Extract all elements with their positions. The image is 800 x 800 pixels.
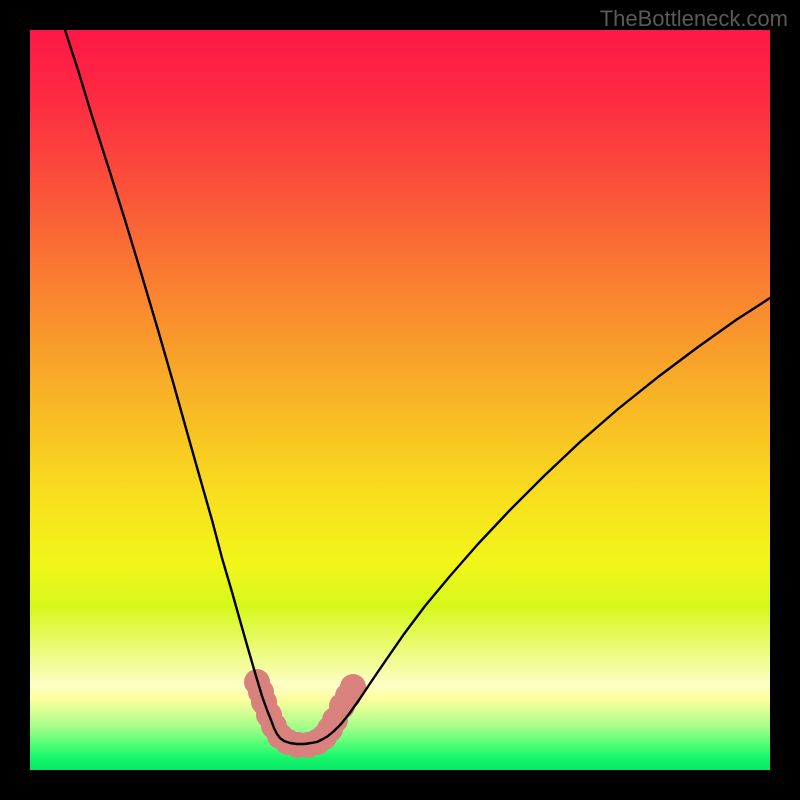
watermark-text: TheBottleneck.com: [600, 6, 788, 32]
gradient-background: [30, 30, 770, 770]
plot-area: [30, 30, 770, 770]
bottleneck-chart-svg: [30, 30, 770, 770]
outer-frame: TheBottleneck.com: [0, 0, 800, 800]
